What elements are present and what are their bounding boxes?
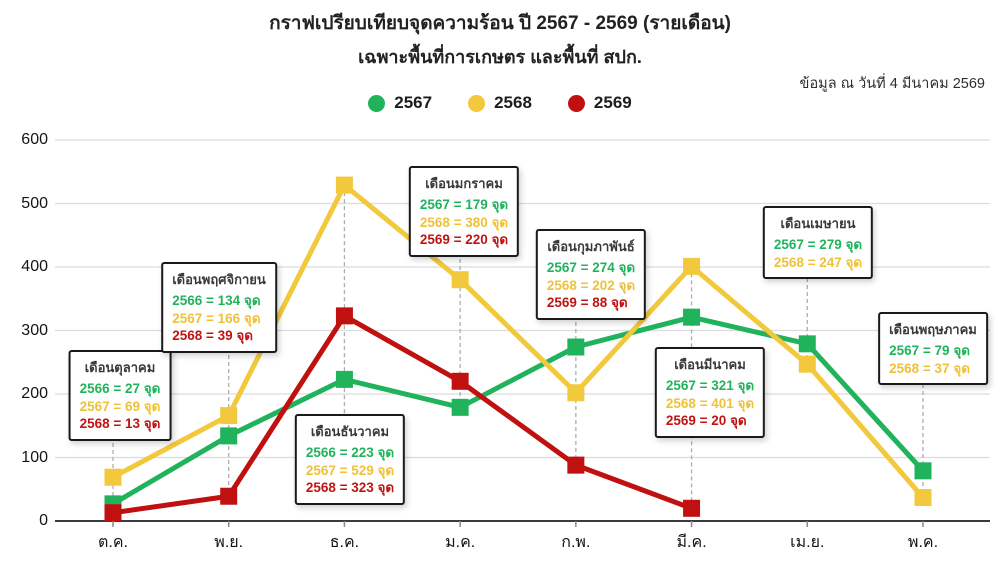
marker-2569 bbox=[567, 456, 585, 474]
annotation-value-line: 2568 = 247 จุด bbox=[773, 254, 863, 270]
y-axis-tick-label: 0 bbox=[39, 512, 48, 529]
marker-2568 bbox=[335, 176, 353, 194]
marker-2568 bbox=[220, 407, 238, 425]
annotation-value-line: 2568 = 401 จุด bbox=[665, 395, 755, 411]
annotation-value-line: 2566 = 134 จุด bbox=[172, 293, 261, 308]
series-line-2569 bbox=[112, 313, 693, 516]
x-axis-tick-label: พ.ย. bbox=[214, 534, 244, 551]
annotation-title: เดือนกุมภาพันธ์ bbox=[547, 239, 635, 254]
annotation-title: เดือนมกราคม bbox=[425, 176, 503, 191]
annotation-value-line: 2568 = 39 จุด bbox=[172, 328, 254, 343]
legend-label: 2569 bbox=[593, 93, 632, 112]
annotation-value-line: 2566 = 223 จุด bbox=[305, 445, 395, 460]
annotation-box: เดือนเมษายน 2567 = 279 จุด 2568 = 247 จุด bbox=[762, 206, 874, 279]
annotation-box: เดือนพฤษภาคม 2567 = 79 จุด 2568 = 37 จุด bbox=[878, 312, 988, 385]
series-line-2568 bbox=[111, 182, 925, 500]
x-axis-tick-label: เม.ย. bbox=[790, 534, 825, 551]
annotation-value-line: 2567 = 279 จุด bbox=[773, 237, 863, 252]
annotation-value-line: 2569 = 220 จุด bbox=[419, 232, 509, 247]
annotation-title: เดือนพฤษภาคม bbox=[889, 322, 977, 337]
annotation-value-line: 2567 = 529 จุด bbox=[305, 462, 395, 478]
y-axis-tick-label: 400 bbox=[21, 258, 48, 275]
marker-2569 bbox=[104, 504, 122, 522]
annotation-title: เดือนมีนาคม bbox=[674, 357, 746, 372]
annotation-box: เดือนธันวาคม 2566 = 223 จุด 2567 = 529 จุด… bbox=[294, 414, 406, 505]
chart-subtitle: เฉพาะพื้นที่การเกษตร และพื้นที่ สปก. bbox=[358, 47, 642, 67]
x-axis-tick-label: ต.ค. bbox=[98, 534, 128, 551]
annotation-value-line: 2568 = 13 จุด bbox=[79, 416, 161, 431]
legend-item: 2568 bbox=[468, 93, 532, 113]
marker-2568 bbox=[683, 257, 701, 275]
data-lines bbox=[111, 182, 925, 516]
series-line-2567 bbox=[111, 314, 925, 507]
annotation-box: เดือนมีนาคม 2567 = 321 จุด 2568 = 401 จุด 2… bbox=[654, 347, 766, 438]
legend-item: 2567 bbox=[368, 93, 432, 113]
annotation-title: เดือนพฤศจิกายน bbox=[172, 272, 266, 287]
marker-2567 bbox=[683, 308, 701, 326]
x-axis-tick-label: พ.ค. bbox=[907, 534, 939, 551]
x-axis-tick-label: มี.ค. bbox=[676, 534, 707, 551]
annotation-value-line: 2566 = 27 จุด bbox=[79, 381, 161, 396]
annotation-value-line: 2569 = 20 จุด bbox=[665, 413, 747, 428]
legend: 2567 2568 2569 bbox=[0, 93, 1000, 113]
chart-title: กราฟเปรียบเทียบจุดความร้อน ปี 2567 - 256… bbox=[269, 13, 731, 34]
y-axis-tick-label: 300 bbox=[21, 321, 48, 339]
annotation-title: เดือนธันวาคม bbox=[310, 424, 390, 439]
annotation-value-line: 2568 = 323 จุด bbox=[305, 480, 395, 495]
marker-2568 bbox=[451, 271, 469, 289]
annotation-value-line: 2567 = 321 จุด bbox=[665, 378, 755, 393]
legend-item: 2569 bbox=[567, 93, 632, 113]
marker-2567 bbox=[914, 462, 932, 480]
annotation-box: เดือนกุมภาพันธ์ 2567 = 274 จุด 2568 = 202 … bbox=[535, 229, 647, 320]
legend-label: 2568 bbox=[494, 93, 532, 112]
legend-color-dot bbox=[468, 94, 486, 112]
marker-2569 bbox=[683, 499, 701, 517]
marker-2567 bbox=[335, 370, 353, 388]
data-as-of-note: ข้อมูล ณ วันที่ 4 มีนาคม 2569 bbox=[799, 76, 985, 92]
x-axis-tick-label: ม.ค. bbox=[445, 534, 476, 551]
marker-2567 bbox=[220, 427, 238, 445]
annotation-value-line: 2567 = 166 จุด bbox=[172, 310, 261, 326]
marker-2568 bbox=[914, 489, 932, 507]
annotation-box: เดือนตุลาคม 2566 = 27 จุด 2567 = 69 จุด 256… bbox=[68, 350, 172, 441]
x-axis-tick-label: ก.พ. bbox=[561, 534, 591, 551]
legend-label: 2567 bbox=[394, 93, 433, 112]
annotation-value-line: 2568 = 37 จุด bbox=[889, 360, 971, 376]
annotation-title: เดือนเมษายน bbox=[780, 216, 856, 231]
marker-2567 bbox=[567, 338, 585, 356]
marker-2569 bbox=[335, 307, 353, 325]
y-axis-tick-label: 200 bbox=[21, 385, 48, 402]
annotation-value-line: 2568 = 380 จุด bbox=[419, 214, 509, 230]
annotation-title: เดือนตุลาคม bbox=[84, 360, 156, 375]
data-point-markers bbox=[104, 176, 932, 522]
annotation-value-line: 2568 = 202 จุด bbox=[546, 277, 636, 293]
legend-color-dot bbox=[567, 94, 585, 112]
marker-2567 bbox=[798, 335, 816, 353]
marker-2568 bbox=[104, 468, 122, 486]
annotation-box: เดือนพฤศจิกายน 2566 = 134 จุด 2567 = 166 จ… bbox=[161, 262, 277, 353]
marker-2568 bbox=[798, 355, 816, 373]
annotation-value-line: 2567 = 274 จุด bbox=[546, 260, 636, 275]
legend-color-dot bbox=[368, 94, 386, 112]
y-axis-tick-label: 100 bbox=[21, 448, 48, 466]
marker-2569 bbox=[451, 372, 469, 390]
annotation-value-line: 2567 = 69 จุด bbox=[79, 398, 161, 414]
annotation-value-line: 2567 = 79 จุด bbox=[889, 343, 971, 358]
annotation-value-line: 2569 = 88 จุด bbox=[546, 295, 628, 310]
marker-2567 bbox=[451, 398, 469, 416]
annotation-value-line: 2567 = 179 จุด bbox=[419, 197, 509, 212]
y-axis-tick-label: 500 bbox=[21, 194, 48, 212]
annotation-box: เดือนมกราคม 2567 = 179 จุด 2568 = 380 จุด 2… bbox=[408, 166, 520, 257]
marker-2569 bbox=[220, 487, 238, 505]
y-axis-tick-label: 600 bbox=[21, 131, 48, 148]
marker-2568 bbox=[567, 384, 585, 402]
x-axis-tick-label: ธ.ค. bbox=[329, 534, 360, 551]
